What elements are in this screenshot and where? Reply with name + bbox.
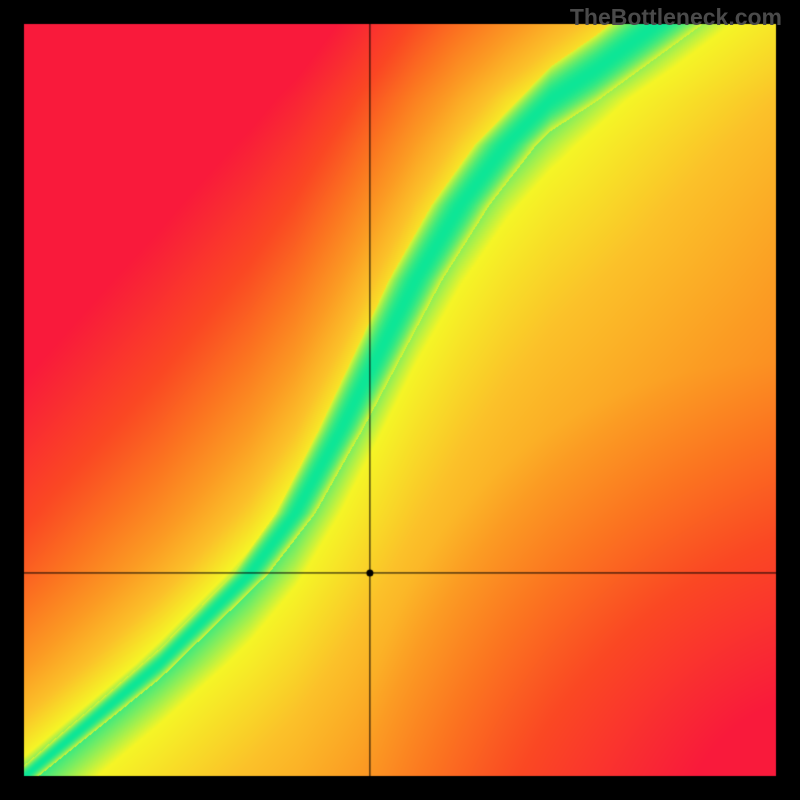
chart-container: TheBottleneck.com: [0, 0, 800, 800]
watermark-text: TheBottleneck.com: [570, 4, 782, 31]
heatmap-canvas: [0, 0, 800, 800]
